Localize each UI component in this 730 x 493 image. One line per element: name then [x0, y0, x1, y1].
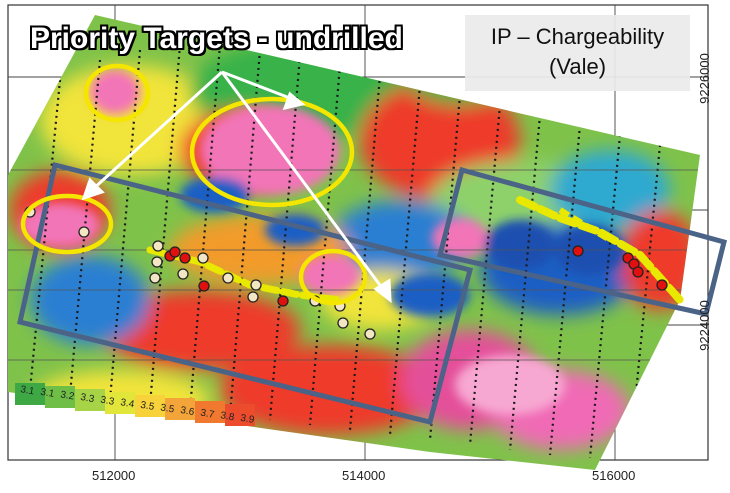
drill-hole-marker	[151, 256, 163, 268]
target-arrows	[81, 70, 392, 304]
map-title-box: IP – Chargeability (Vale)	[465, 15, 690, 91]
drill-hole-marker	[169, 246, 181, 258]
easting-label-2: 514000	[342, 468, 386, 483]
legend-scale-label: 3.7	[199, 408, 215, 421]
drill-hole-marker	[250, 279, 262, 291]
drill-hole-marker	[337, 317, 349, 329]
drill-hole-marker	[78, 226, 90, 238]
survey-boxes	[17, 161, 728, 426]
legend-scale-label: 3.8	[219, 410, 235, 423]
target-ring-3	[20, 193, 114, 255]
priority-targets-heading: Priority Targets - undrilled	[30, 22, 403, 55]
target-rings	[20, 63, 368, 306]
target-ring-4	[298, 248, 368, 306]
legend-scale-label: 3.4	[119, 397, 135, 410]
drill-holes	[24, 206, 668, 340]
east-survey-box	[436, 166, 728, 317]
drill-hole-marker	[364, 328, 376, 340]
drill-hole-marker	[149, 272, 161, 284]
legend-scale-label: 3.9	[239, 413, 255, 426]
drill-hole-marker	[177, 268, 189, 280]
northing-label-1: 9226000	[696, 53, 712, 104]
easting-label-1: 512000	[92, 468, 136, 483]
drill-hole-marker	[179, 252, 191, 264]
legend-scale-label: 3.5	[139, 400, 155, 413]
target-ring-1	[83, 63, 151, 123]
drill-hole-marker	[572, 245, 584, 257]
legend-labels: 3.1 3.1 3.2 3.3 3.3 3.4 3.5 3.5 3.6 3.7 3.8 3.9	[19, 384, 255, 426]
legend-scale	[15, 383, 255, 426]
legend-scale-label: 3.1	[19, 384, 35, 397]
drill-hole-marker	[222, 272, 234, 284]
legend-scale-label: 3.5	[159, 402, 175, 415]
legend-scale-label: 3.3	[79, 392, 95, 405]
drill-hole-marker	[198, 280, 210, 292]
drill-hole-marker	[632, 266, 644, 278]
legend-scale-label: 3.1	[39, 387, 55, 400]
easting-label-3: 516000	[592, 468, 636, 483]
drill-hole-marker	[197, 252, 209, 264]
drill-hole-marker	[656, 279, 668, 291]
drill-hole-marker	[152, 240, 164, 252]
drill-hole-marker	[277, 295, 289, 307]
map-title-line1: IP – Chargeability	[490, 24, 665, 49]
west-survey-box	[17, 161, 474, 426]
legend-scale-label: 3.2	[59, 389, 75, 402]
target-ring-2	[189, 96, 355, 208]
legend-scale-label: 3.3	[99, 395, 115, 408]
drill-hole-marker	[247, 291, 259, 303]
northing-label-2: 9224000	[696, 300, 712, 351]
map-title-line2: (Vale)	[548, 54, 607, 79]
legend-scale-label: 3.6	[179, 405, 195, 418]
